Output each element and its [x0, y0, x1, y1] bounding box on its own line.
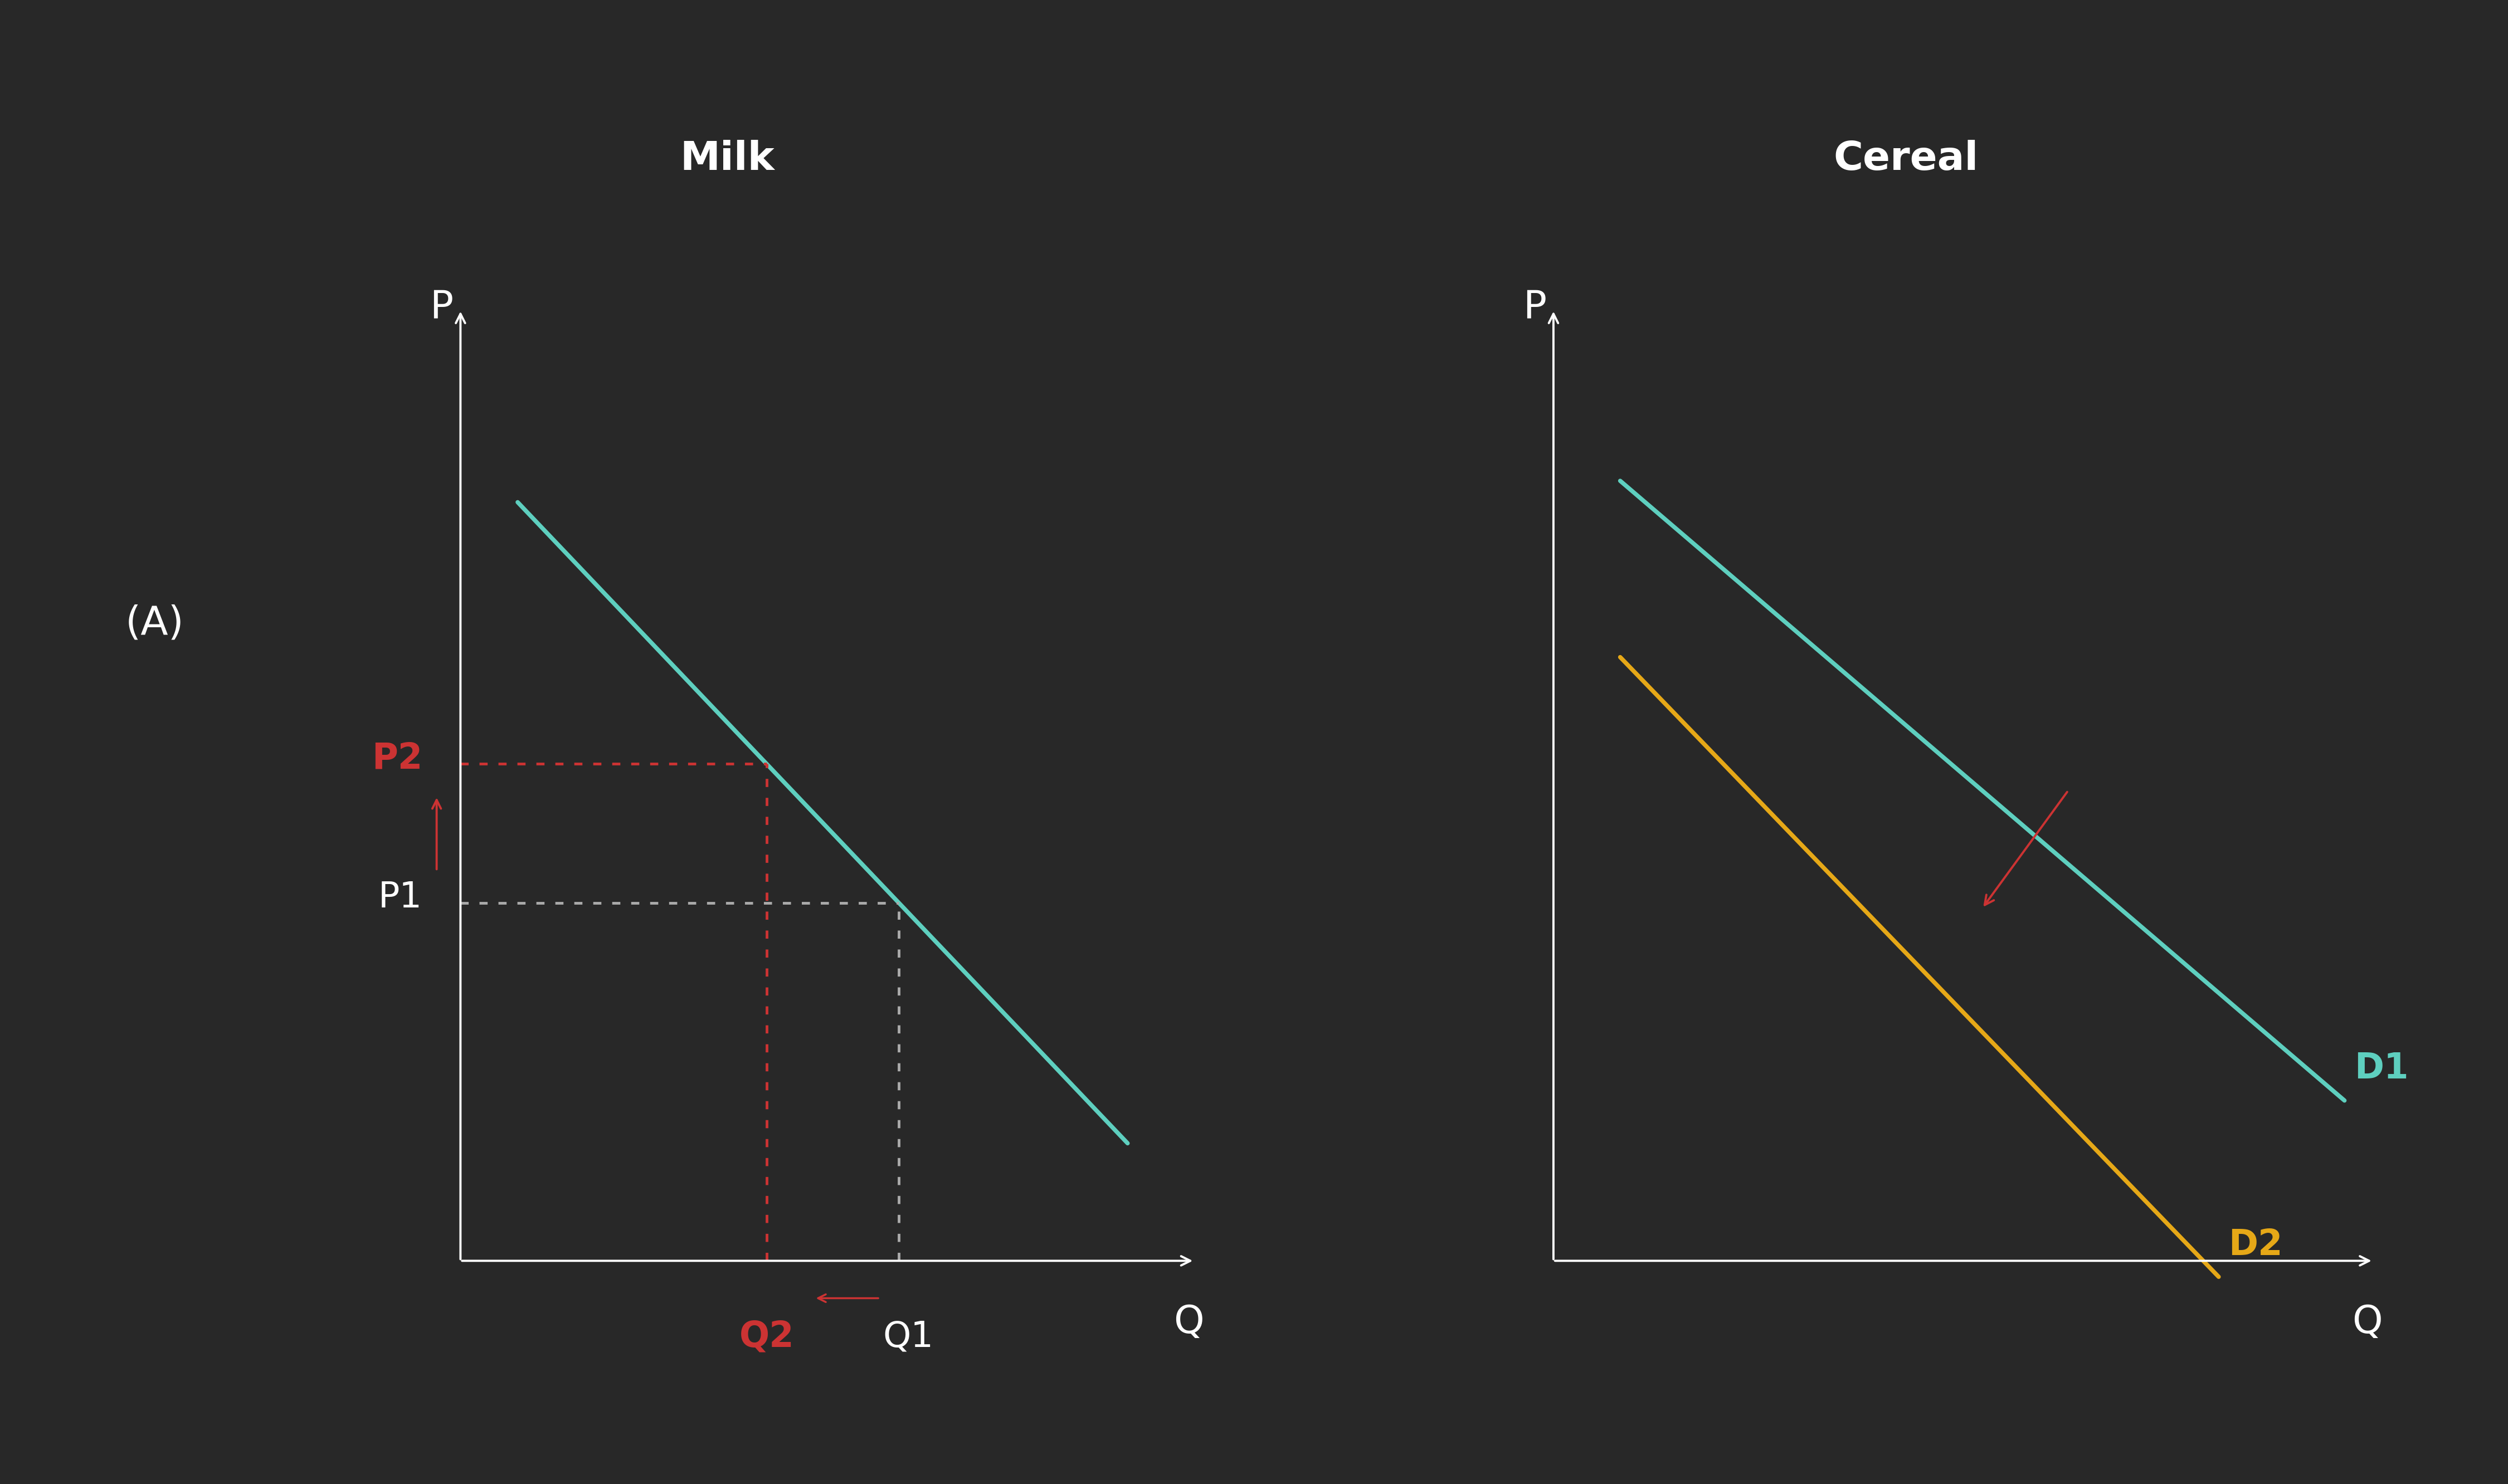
Text: Q2: Q2 [740, 1319, 795, 1353]
Text: P: P [1522, 288, 1545, 326]
Text: P2: P2 [371, 742, 421, 776]
Text: Milk: Milk [680, 139, 775, 178]
Text: D2: D2 [2227, 1227, 2282, 1261]
Text: P1: P1 [379, 880, 421, 914]
Text: D1: D1 [2355, 1051, 2408, 1086]
Text: Q: Q [2353, 1303, 2383, 1342]
Text: P: P [429, 288, 454, 326]
Text: Q: Q [1174, 1303, 1204, 1342]
Text: Cereal: Cereal [1833, 139, 1979, 178]
Text: Q1: Q1 [883, 1319, 933, 1353]
Text: (A): (A) [125, 604, 183, 643]
